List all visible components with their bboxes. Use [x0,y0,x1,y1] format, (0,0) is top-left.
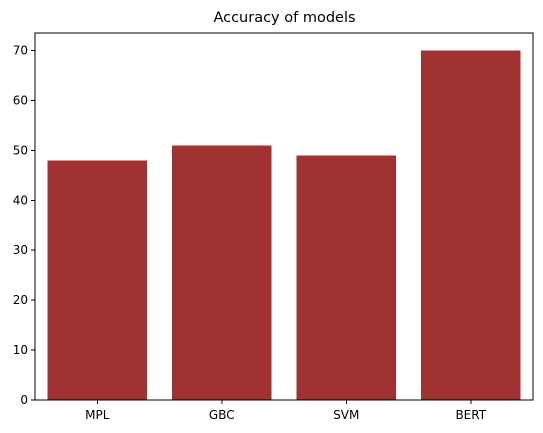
bar-gbc [171,145,272,400]
y-tick-label: 50 [13,143,28,157]
x-tick-label: BERT [455,408,486,422]
x-tick-label: MPL [85,408,110,422]
bar-bert [420,50,521,400]
y-tick-label: 10 [13,343,28,357]
bar-svm [296,155,397,400]
y-tick-label: 60 [13,93,28,107]
y-tick-label: 20 [13,293,28,307]
bar-mpl [47,160,148,400]
x-tick-label: SVM [333,408,359,422]
y-tick-label: 0 [20,393,28,407]
y-tick-label: 40 [13,193,28,207]
plot-frame [34,32,534,401]
y-axis: 0 10 20 30 40 50 60 70 [13,43,35,407]
x-axis: MPL GBC SVM BERT [85,400,487,422]
y-tick-label: 70 [13,43,28,57]
x-tick-label: GBC [209,408,235,422]
y-tick-label: 30 [13,243,28,257]
chart-title: Accuracy of models [213,10,355,26]
bars-group [47,50,521,400]
